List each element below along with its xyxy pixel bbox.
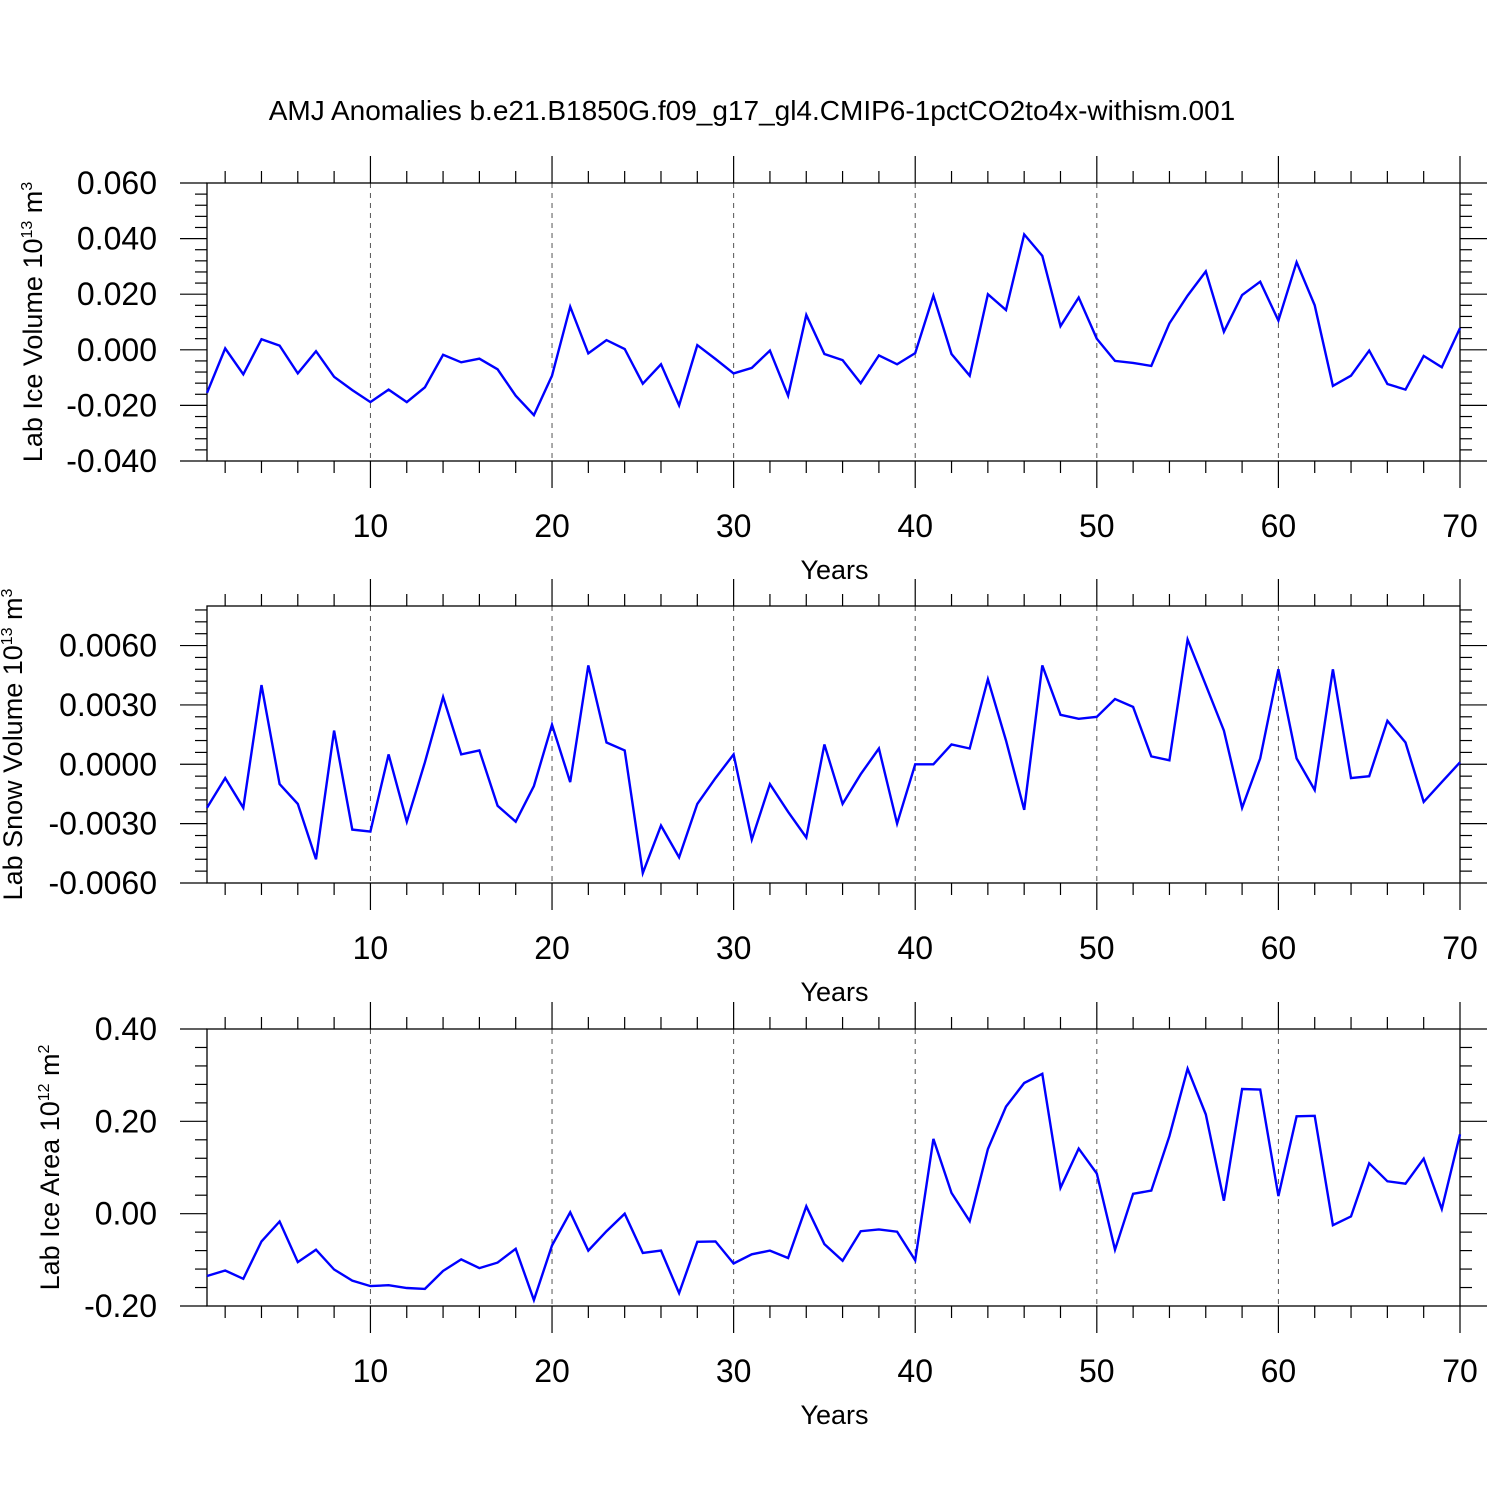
y-tick-label: -0.040 bbox=[66, 443, 157, 479]
x-tick-label: 40 bbox=[897, 1353, 933, 1389]
x-tick-label: 50 bbox=[1079, 508, 1115, 544]
y-tick-label: -0.0030 bbox=[48, 806, 157, 842]
panel-1: 10 20 30 40 50 60 70 -0.040 -0.020 0.000 0.020 0.04… bbox=[18, 156, 1487, 585]
y-tick-label: 0.00 bbox=[95, 1196, 157, 1232]
x-tick-label: 30 bbox=[716, 1353, 752, 1389]
x-tick-label: 20 bbox=[534, 508, 570, 544]
panel-3: 10 20 30 40 50 60 70 -0.20 0.00 0.20 0.40 Years Lab … bbox=[35, 1002, 1487, 1430]
y-tick-label: 0.060 bbox=[77, 165, 157, 201]
y-tick-label: -0.0060 bbox=[48, 865, 157, 901]
x-tick-label: 20 bbox=[534, 930, 570, 966]
x-tick-label: 50 bbox=[1079, 930, 1115, 966]
x-tick-label: 30 bbox=[716, 930, 752, 966]
x-tick-label: 10 bbox=[353, 508, 389, 544]
x-tick-label: 10 bbox=[353, 930, 389, 966]
y-axis-label: Lab Ice Volume 1013 m3 bbox=[18, 182, 48, 462]
x-tick-label: 20 bbox=[534, 1353, 570, 1389]
y-tick-label: 0.40 bbox=[95, 1011, 157, 1047]
series-line-1 bbox=[205, 231, 1462, 418]
x-tick-label: 60 bbox=[1261, 508, 1297, 544]
y-tick-label: -0.020 bbox=[66, 387, 157, 423]
x-axis-label: Years bbox=[800, 1400, 868, 1430]
y-tick-label: 0.0000 bbox=[59, 746, 157, 782]
x-tick-label: 10 bbox=[353, 1353, 389, 1389]
x-axis-label: Years bbox=[800, 977, 868, 1007]
series-line-2 bbox=[205, 635, 1461, 878]
x-tick-label: 50 bbox=[1079, 1353, 1115, 1389]
y-tick-label: 0.040 bbox=[77, 221, 157, 257]
y-tick-label: 0.0030 bbox=[59, 687, 157, 723]
plot-frame bbox=[206, 1028, 1461, 1307]
x-tick-label: 70 bbox=[1442, 930, 1478, 966]
figure-title: AMJ Anomalies b.e21.B1850G.f09_g17_gl4.C… bbox=[269, 95, 1236, 126]
x-tick-label: 70 bbox=[1442, 508, 1478, 544]
y-tick-label: -0.20 bbox=[84, 1288, 157, 1324]
x-axis-label: Years bbox=[800, 555, 868, 585]
x-tick-label: 30 bbox=[716, 508, 752, 544]
y-axis-label: Lab Snow Volume 1013 m3 bbox=[0, 588, 28, 900]
x-tick-label: 60 bbox=[1261, 930, 1297, 966]
x-tick-label: 40 bbox=[897, 930, 933, 966]
x-tick-label: 40 bbox=[897, 508, 933, 544]
y-tick-label: 0.0060 bbox=[59, 628, 157, 664]
plot-frame bbox=[206, 182, 1461, 462]
y-tick-label: 0.020 bbox=[77, 276, 157, 312]
x-tick-label: 60 bbox=[1261, 1353, 1297, 1389]
x-tick-label: 70 bbox=[1442, 1353, 1478, 1389]
y-tick-label: 0.20 bbox=[95, 1103, 157, 1139]
y-tick-label: 0.000 bbox=[77, 332, 157, 368]
series-line-3 bbox=[206, 1064, 1462, 1304]
panel-2: 10 20 30 40 50 60 70 -0.0060 -0.0030 0.0000 0.0030… bbox=[0, 579, 1487, 1007]
plot-frame bbox=[206, 605, 1461, 884]
panels: 10 20 30 40 50 60 70 -0.040 -0.020 0.000 0.020 0.04… bbox=[0, 156, 1487, 1430]
y-axis-label: Lab Ice Area 1012 m2 bbox=[35, 1044, 65, 1290]
